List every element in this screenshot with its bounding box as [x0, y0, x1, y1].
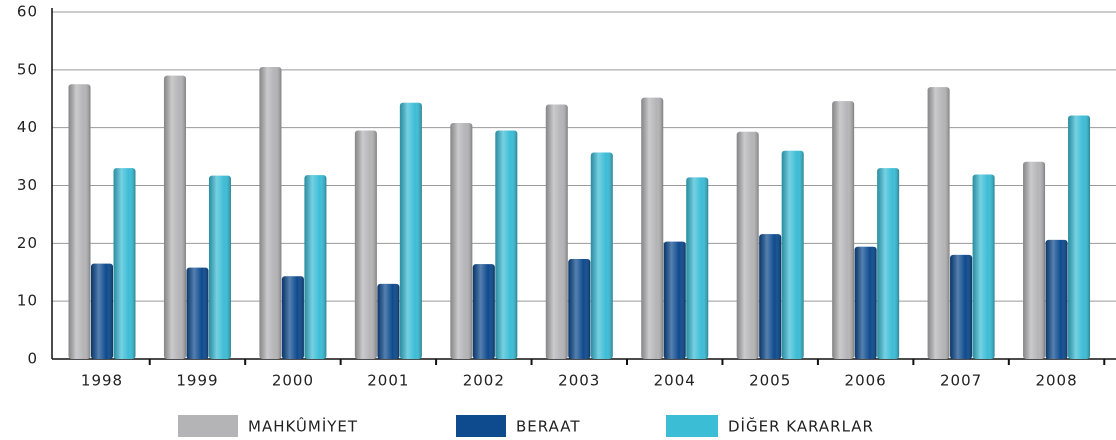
legend-swatch	[666, 415, 718, 437]
bar-shade	[545, 104, 568, 360]
bar-shade	[281, 276, 304, 359]
y-tick-label: 40	[17, 118, 38, 136]
x-tick-label: 2000	[272, 372, 314, 390]
bar-shade	[91, 263, 113, 359]
x-tick-label: 2004	[654, 372, 696, 390]
x-tick-label: 2007	[940, 372, 982, 390]
bar-shade	[1068, 115, 1091, 359]
bar-shade	[163, 75, 186, 359]
legend-swatch	[178, 415, 238, 437]
bar-shade	[304, 175, 327, 359]
bar-shade	[568, 258, 591, 359]
bar-shade	[113, 168, 136, 359]
legend-label: DİĞER KARARLAR	[728, 417, 874, 436]
bar-shade	[186, 267, 209, 359]
bar-shade	[208, 175, 231, 359]
y-tick-label: 60	[17, 3, 38, 21]
bar-shade	[781, 150, 804, 359]
bar-shade	[399, 102, 422, 359]
x-tick-label: 2003	[558, 372, 600, 390]
y-tick-label: 0	[27, 350, 38, 368]
bar-shade	[1045, 239, 1068, 359]
bar-shade	[1023, 161, 1046, 359]
x-tick-label: 2006	[845, 372, 887, 390]
bar-shade	[354, 130, 377, 359]
bar-shade	[927, 87, 950, 359]
legend-label: BERAAT	[516, 418, 581, 436]
bar-shade	[472, 264, 495, 359]
bar-shade	[377, 283, 400, 359]
x-tick-label: 1999	[176, 372, 218, 390]
x-tick-label: 2002	[463, 372, 505, 390]
bar-shade	[759, 234, 782, 359]
x-tick-label: 2008	[1035, 372, 1077, 390]
bar-shade	[641, 97, 664, 360]
y-tick-label: 50	[17, 60, 38, 78]
x-tick-label: 2005	[749, 372, 791, 390]
bar-shade	[950, 254, 973, 359]
bar-shade	[495, 130, 518, 359]
bar-shade	[590, 152, 613, 359]
legend-swatch	[456, 415, 506, 437]
y-tick-label: 10	[17, 292, 38, 310]
bar-shade	[832, 101, 855, 360]
y-tick-label: 30	[17, 176, 38, 194]
bar-shade	[877, 168, 900, 359]
bar-shade	[854, 246, 877, 359]
bar-shade	[259, 66, 282, 360]
bar-shade	[972, 174, 995, 359]
legend-label: MAHKÛMİYET	[248, 417, 358, 436]
bar-shade	[450, 123, 473, 359]
bar-shade	[663, 241, 686, 359]
x-tick-label: 2001	[367, 372, 409, 390]
bar-shade	[736, 131, 759, 359]
bar-shade	[68, 84, 91, 360]
x-tick-label: 1998	[81, 372, 123, 390]
bar-shade	[686, 177, 709, 359]
y-tick-label: 20	[17, 234, 38, 252]
